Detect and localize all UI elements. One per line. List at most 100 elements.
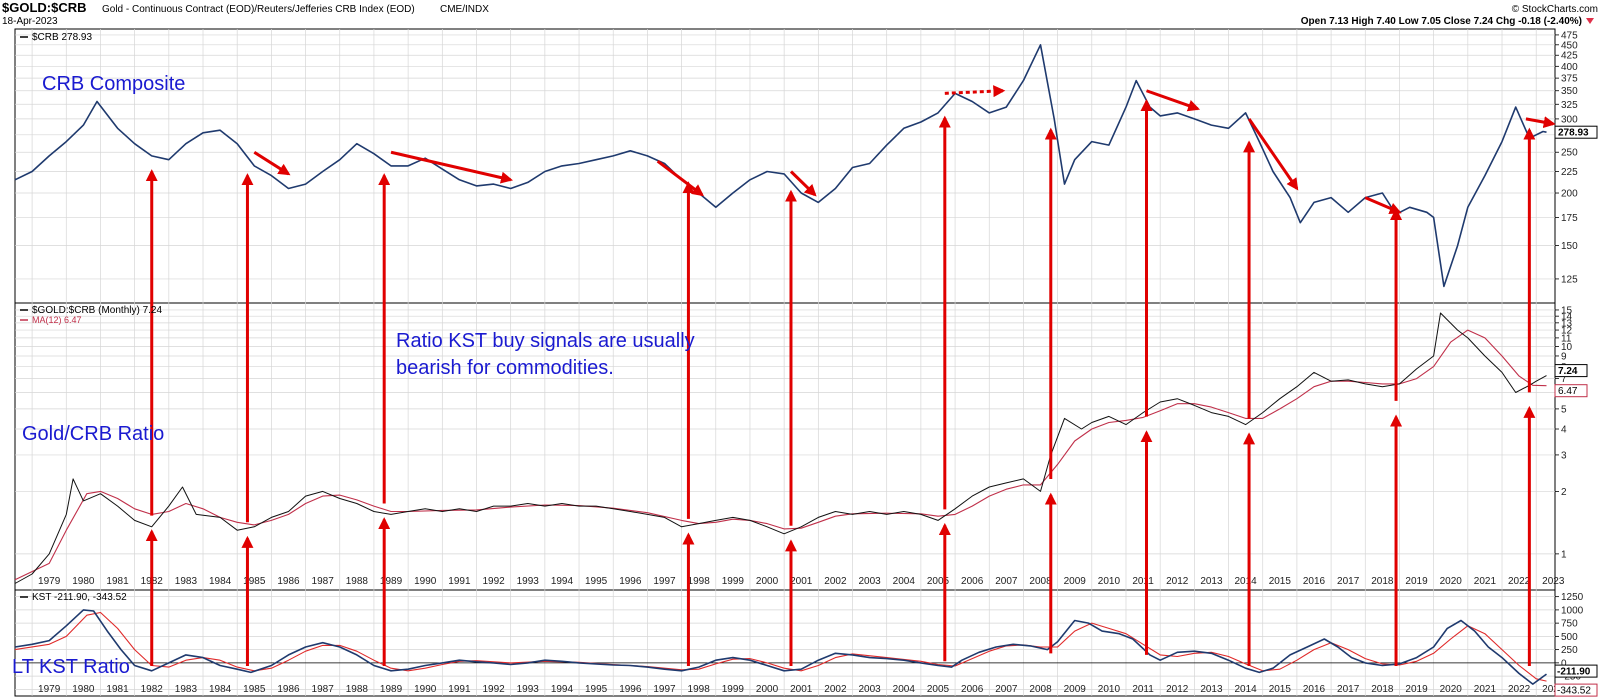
xtick-label: 1985 bbox=[243, 684, 266, 695]
ytick-label: 250 bbox=[1561, 148, 1578, 159]
xtick-label: 1986 bbox=[277, 576, 300, 587]
xtick-label: 2012 bbox=[1166, 576, 1189, 587]
ytick-label: 1250 bbox=[1561, 592, 1584, 603]
xtick-label: 2023 bbox=[1542, 576, 1565, 587]
ytick-label: 125 bbox=[1561, 274, 1578, 285]
xtick-label: 2015 bbox=[1269, 576, 1292, 587]
xtick-label: 2013 bbox=[1200, 576, 1223, 587]
ytick-label: 12 bbox=[1561, 326, 1573, 337]
xtick-label: 1991 bbox=[448, 576, 471, 587]
ratio-ma-line bbox=[14, 329, 1547, 581]
xtick-label: 2021 bbox=[1474, 576, 1497, 587]
xtick-label: 2022 bbox=[1508, 576, 1531, 587]
ytick-label: 10 bbox=[1561, 342, 1573, 353]
xtick-label: 1997 bbox=[653, 684, 676, 695]
xtick-label: 1988 bbox=[346, 576, 369, 587]
symbol-description: Gold - Continuous Contract (EOD)/Reuters… bbox=[102, 4, 415, 15]
exchange-label: CME/INDX bbox=[440, 4, 489, 15]
annotation-kst: LT KST Ratio bbox=[12, 656, 130, 678]
xtick-label: 1983 bbox=[175, 684, 198, 695]
xtick-label: 1995 bbox=[585, 684, 608, 695]
xtick-label: 2008 bbox=[1029, 576, 1052, 587]
xtick-label: 1989 bbox=[380, 684, 403, 695]
kst-slow-line bbox=[14, 611, 1547, 682]
ytick-label: 2 bbox=[1561, 487, 1567, 498]
xtick-label: 2009 bbox=[1064, 684, 1087, 695]
ytick-label: 475 bbox=[1561, 30, 1578, 41]
annotation-crb: CRB Composite bbox=[42, 73, 185, 95]
xtick-label: 1993 bbox=[517, 576, 540, 587]
ytick-label: 300 bbox=[1561, 114, 1578, 125]
xtick-label: 2018 bbox=[1371, 684, 1394, 695]
annotation-ratio: Gold/CRB Ratio bbox=[22, 423, 164, 445]
trend-arrow bbox=[1525, 116, 1556, 129]
crb-last-badge bbox=[1554, 125, 1598, 139]
xtick-label: 2007 bbox=[995, 684, 1018, 695]
ytick-label: 4 bbox=[1561, 425, 1567, 436]
signal-arrows bbox=[145, 98, 1536, 667]
xtick-label: 2005 bbox=[927, 684, 950, 695]
ytick-label: 375 bbox=[1561, 74, 1578, 85]
legend-kst-label: KST -211.90, -343.52 bbox=[32, 592, 127, 603]
xtick-label: 2009 bbox=[1064, 576, 1087, 587]
xtick-label: 1994 bbox=[551, 576, 574, 587]
xtick-label: 2000 bbox=[756, 576, 779, 587]
ytick-label: 175 bbox=[1561, 213, 1578, 224]
crb-last-value: 278.93 bbox=[1558, 128, 1589, 139]
xtick-label: 2001 bbox=[790, 576, 813, 587]
xtick-label: 2007 bbox=[995, 576, 1018, 587]
legend-ma-label: MA(12) 6.47 bbox=[32, 315, 82, 325]
xtick-label: 2010 bbox=[1098, 684, 1121, 695]
series-lines bbox=[14, 44, 1547, 685]
ytick-label: 14 bbox=[1561, 312, 1573, 323]
xtick-label: 1996 bbox=[619, 576, 642, 587]
xtick-label: 2006 bbox=[961, 576, 984, 587]
xtick-label: 1980 bbox=[72, 684, 95, 695]
ytick-label: 7 bbox=[1561, 374, 1567, 385]
kst-last-badge bbox=[1554, 664, 1598, 678]
ytick-label: 0 bbox=[1561, 658, 1567, 669]
trend-arrow bbox=[1145, 89, 1201, 112]
trend-arrow bbox=[1247, 118, 1299, 191]
ytick-label: 200 bbox=[1561, 189, 1578, 200]
ytick-label: 425 bbox=[1561, 51, 1578, 62]
legend-kst: KST -211.90, -343.52 bbox=[20, 592, 127, 603]
ma-last-value: 6.47 bbox=[1558, 386, 1578, 397]
trend-arrow bbox=[390, 150, 514, 184]
xtick-label: 1982 bbox=[141, 684, 164, 695]
xtick-label: 1979 bbox=[38, 684, 61, 695]
xtick-label: 2011 bbox=[1132, 684, 1154, 695]
xtick-label: 1992 bbox=[482, 684, 505, 695]
legend-crb: $CRB 278.93 bbox=[20, 32, 92, 43]
ytick-label: 350 bbox=[1561, 86, 1578, 97]
ratio-last-value: 7.24 bbox=[1558, 366, 1578, 377]
crb-series-line bbox=[14, 44, 1547, 288]
xtick-label: 2012 bbox=[1166, 684, 1189, 695]
ohlc-readout: Open 7.13 High 7.40 Low 7.05 Close 7.24 … bbox=[1301, 16, 1582, 27]
xtick-label: 2016 bbox=[1303, 576, 1326, 587]
kst-last-value: -211.90 bbox=[1557, 667, 1591, 678]
ytick-label: 225 bbox=[1561, 167, 1578, 178]
xtick-label: 1986 bbox=[277, 684, 300, 695]
annotation-note-line1: Ratio KST buy signals are usually bbox=[396, 330, 695, 352]
xtick-label: 2010 bbox=[1098, 576, 1121, 587]
xtick-label: 2018 bbox=[1371, 576, 1394, 587]
trend-arrow bbox=[253, 150, 291, 176]
xtick-label: 2015 bbox=[1269, 684, 1292, 695]
legend-crb-label: $CRB 278.93 bbox=[32, 32, 92, 43]
kst-slow-badge bbox=[1554, 683, 1598, 697]
ytick-label: 400 bbox=[1561, 62, 1578, 73]
xtick-label: 2022 bbox=[1508, 684, 1531, 695]
xtick-label: 1988 bbox=[346, 684, 369, 695]
xtick-label: 1990 bbox=[414, 684, 437, 695]
kst-slow-value: -343.52 bbox=[1557, 686, 1591, 697]
ytick-label: 150 bbox=[1561, 241, 1578, 252]
ytick-label: 500 bbox=[1561, 632, 1578, 643]
xtick-label: 1979 bbox=[38, 576, 61, 587]
xtick-label: 1996 bbox=[619, 684, 642, 695]
ytick-label: 450 bbox=[1561, 40, 1578, 51]
xtick-label: 1995 bbox=[585, 576, 608, 587]
xtick-label: 2019 bbox=[1405, 684, 1428, 695]
chart-header: $GOLD:$CRB Gold - Continuous Contract (E… bbox=[2, 0, 1598, 27]
